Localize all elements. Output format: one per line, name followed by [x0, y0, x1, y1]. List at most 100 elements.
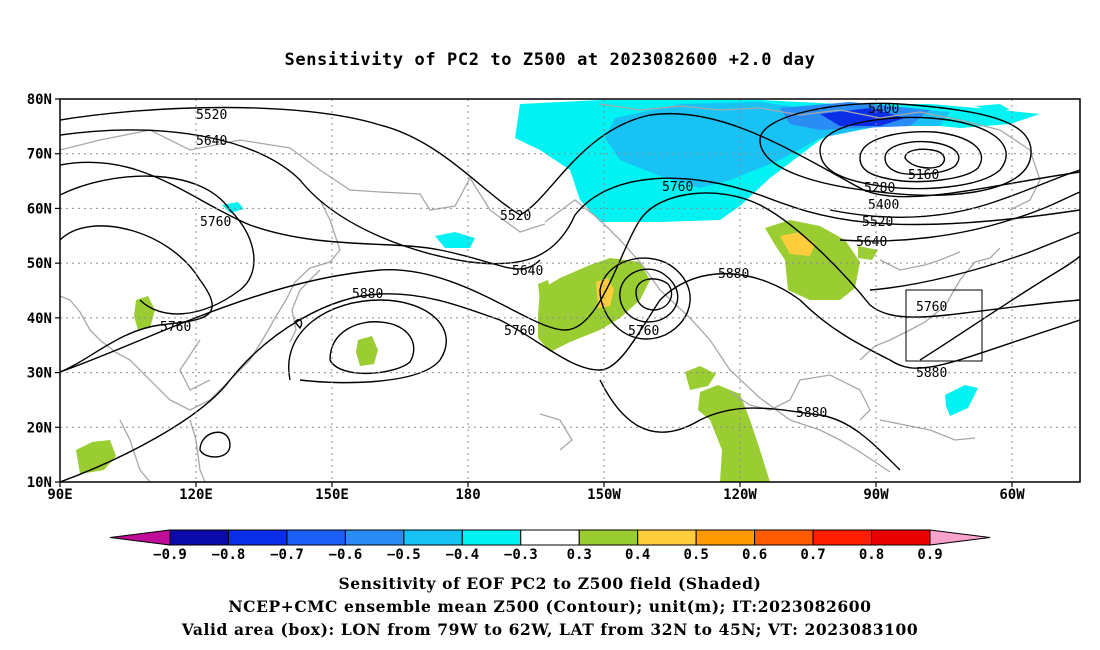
contour-label: 5760 [200, 215, 231, 230]
lon-tick-label: 60W [999, 487, 1025, 503]
lon-axis: 90E 120E 150E 180 150W 120W 90W 60W [47, 487, 1025, 503]
contour-label: 5880 [718, 267, 749, 282]
contour-label: 5760 [504, 324, 535, 339]
negative-sensitivity-spot [222, 202, 244, 213]
contour-westerly [60, 161, 541, 270]
lat-tick-label: 60N [27, 201, 52, 217]
contour-label: 5880 [352, 287, 383, 302]
colorbar-label: −0.3 [504, 547, 538, 563]
positive-sensitivity-area [538, 258, 650, 352]
contour-5520 [829, 169, 1080, 218]
contour-label: 5880 [916, 366, 947, 381]
contour-labels: 5520 5640 5760 5520 5640 5760 5880 5760 … [160, 102, 947, 421]
caption-valid-area: Valid area (box): LON from 79W to 62W, L… [181, 620, 919, 639]
colorbar-label: −0.4 [445, 547, 479, 563]
lon-tick-label: 90W [863, 487, 889, 503]
colorbar-label: 0.7 [800, 547, 825, 563]
colorbar-label: −0.6 [329, 547, 363, 563]
colorbar-label: −0.8 [212, 547, 246, 563]
contour-5400 [759, 102, 1032, 196]
positive-sensitivity-area [685, 366, 716, 390]
z500-contours [60, 102, 1080, 482]
contour-5640 [60, 129, 1080, 265]
contour-5280 [819, 116, 1007, 190]
positive-sensitivity-area [76, 440, 116, 474]
coastlines [60, 103, 1041, 482]
contour-5760 [60, 225, 213, 373]
colorbar-box [344, 529, 405, 546]
contour-label: 5760 [916, 300, 947, 315]
contour-label: 5640 [196, 134, 227, 149]
contour-5520 [60, 106, 1080, 216]
lat-tick-label: 20N [27, 420, 52, 436]
positive-sensitivity-area [858, 246, 878, 260]
contour-label: 5880 [796, 406, 827, 421]
colorbar-label: −0.7 [270, 547, 304, 563]
lon-tick-label: 150E [315, 487, 349, 503]
colorbar-label: −0.5 [387, 547, 421, 563]
lat-tick-label: 40N [27, 311, 52, 327]
colorbar-label: 0.9 [917, 547, 942, 563]
colorbar-box [403, 529, 463, 546]
contour-5880 [919, 255, 1080, 361]
lon-tick-label: 150W [587, 487, 621, 503]
colorbar-label: 0.6 [742, 547, 767, 563]
contour-label: 5760 [160, 320, 191, 335]
lat-tick-label: 80N [27, 92, 52, 108]
lat-tick-label: 50N [27, 256, 52, 272]
contour-label: 5520 [862, 215, 893, 230]
caption-shading: Sensitivity of EOF PC2 to Z500 field (Sh… [338, 574, 762, 593]
colorbar-box [695, 529, 756, 546]
negative-sensitivity-spot [435, 232, 475, 248]
lon-tick-label: 120W [723, 487, 757, 503]
contour-high-ring [199, 431, 231, 458]
colorbar-min-triangle [109, 529, 171, 546]
caption-contour: NCEP+CMC ensemble mean Z500 (Contour); u… [228, 597, 872, 616]
contour-5760-cutoff-low [599, 257, 691, 340]
positive-sensitivity-area [698, 385, 770, 482]
lat-tick-label: 10N [27, 475, 52, 491]
contour-5760 [60, 175, 255, 315]
colorbar-box [227, 529, 288, 546]
colorbar-label: 0.8 [859, 547, 884, 563]
lon-tick-label: 180 [455, 487, 480, 503]
colorbar-box [812, 529, 873, 546]
contour-5760 [60, 192, 1080, 373]
contour-label: 5520 [500, 209, 531, 224]
contour-low-core [904, 148, 946, 169]
colorbar-box [169, 529, 229, 546]
colorbar-box [520, 529, 580, 546]
positive-sensitivity-area [765, 220, 860, 300]
valid-area-box [905, 289, 983, 362]
contour-high-ring [294, 318, 303, 330]
contour-label: 5160 [908, 168, 939, 183]
lat-lon-grid [60, 99, 1080, 482]
colorbar-label: 0.3 [567, 547, 592, 563]
contour-cutoff-low-core [635, 278, 673, 311]
colorbar-box [871, 529, 931, 546]
contour-5880-ring [329, 321, 415, 375]
contour-5880 [599, 379, 901, 471]
contour-label: 5520 [196, 108, 227, 123]
contour-5160 [859, 131, 983, 183]
contour-label: 5760 [662, 180, 693, 195]
lat-axis: 80N 70N 60N 50N 40N 30N 20N 10N [27, 92, 52, 491]
negative-sensitivity-spot [945, 385, 978, 416]
colorbar-label: −0.9 [153, 547, 187, 563]
contour-low-core [884, 140, 960, 175]
contour-5880-ring [288, 299, 447, 384]
colorbar-box [637, 529, 697, 546]
colorbar [109, 529, 991, 546]
positive-sensitivity-area [538, 280, 552, 300]
contour-5880 [60, 272, 1080, 482]
positive-sensitivity-area [356, 336, 378, 366]
contour-5640-cutoff-low [619, 268, 679, 323]
negative-sensitivity-max [820, 108, 905, 126]
contour-5760 [869, 231, 1080, 291]
lat-tick-label: 30N [27, 366, 52, 382]
contour-5640 [839, 191, 1080, 242]
negative-sensitivity-spot [976, 104, 1010, 112]
map-title: Sensitivity of PC2 to Z500 at 2023082600… [284, 50, 816, 70]
colorbar-label: 0.4 [625, 547, 650, 563]
contour-label: 5640 [512, 264, 543, 279]
